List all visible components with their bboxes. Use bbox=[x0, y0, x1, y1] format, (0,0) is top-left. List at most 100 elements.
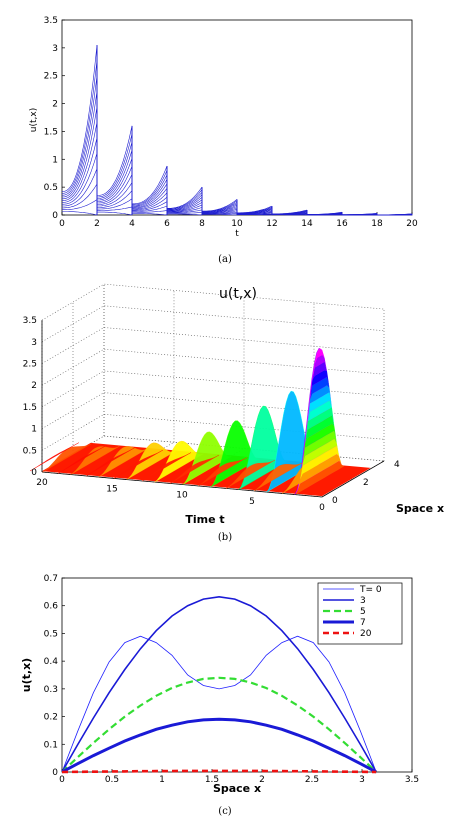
x-tick-label: 6 bbox=[164, 219, 170, 229]
x-tick-label: 12 bbox=[266, 219, 277, 229]
response-curve bbox=[61, 45, 98, 192]
response-curve bbox=[167, 204, 203, 213]
grid-line bbox=[41, 305, 385, 343]
panel-c-y-ticks: 0 0.1 0.2 0.3 0.4 0.5 0.6 0.7 bbox=[44, 574, 65, 778]
legend-label: 7 bbox=[360, 618, 366, 628]
response-curve bbox=[237, 205, 273, 214]
y-tick-label: 0.1 bbox=[44, 740, 58, 750]
surface-slice bbox=[113, 449, 164, 479]
response-curve bbox=[97, 206, 133, 211]
x-tick-label: 0 bbox=[59, 775, 65, 785]
series-line bbox=[61, 595, 377, 773]
response-curve bbox=[132, 179, 168, 207]
response-curve bbox=[62, 199, 98, 210]
response-curve bbox=[167, 197, 203, 211]
y-tick-label: 0.5 bbox=[44, 629, 58, 639]
surface-band bbox=[295, 438, 345, 495]
z-tick-label: 2 bbox=[31, 381, 37, 391]
legend-label: T= 0 bbox=[359, 585, 382, 595]
panel-b-time-ticks: 20 15 10 5 0 bbox=[36, 478, 325, 513]
panel-b-surface bbox=[29, 347, 345, 495]
response-curve bbox=[131, 165, 168, 205]
response-curve bbox=[61, 60, 98, 194]
panel-a-curves bbox=[61, 45, 413, 216]
y-tick-label: 0.4 bbox=[44, 657, 59, 667]
response-curve bbox=[342, 213, 378, 215]
panel-c-x-ticks: 0 0.5 1 1.5 2 2.5 3 3.5 bbox=[59, 769, 419, 785]
response-curve bbox=[61, 168, 98, 207]
response-curve bbox=[61, 153, 98, 205]
response-curve bbox=[97, 182, 133, 207]
x-tick-label: 14 bbox=[301, 219, 313, 229]
panel-a-ylabel: u(t,x) bbox=[29, 108, 39, 132]
y-tick-label: 0.2 bbox=[44, 713, 58, 723]
x-tick-label: 3 bbox=[359, 775, 365, 785]
panel-b-space-ticks: 0 2 4 bbox=[332, 460, 400, 506]
x-tick-label: 20 bbox=[406, 219, 418, 229]
surface-slice bbox=[141, 452, 192, 482]
panel-a-xlabel: t bbox=[235, 229, 239, 239]
panel-b-xlabel: Time t bbox=[185, 513, 224, 526]
panel-a-y-ticks: 0 0.5 1 1.5 2 2.5 3 3.5 bbox=[44, 16, 65, 221]
response-curve bbox=[97, 150, 133, 201]
surface-band bbox=[295, 460, 345, 495]
legend-label: 3 bbox=[360, 596, 366, 606]
response-curve bbox=[167, 189, 203, 210]
y-tick-label: 3.5 bbox=[44, 16, 58, 26]
response-curve bbox=[167, 209, 203, 214]
z-tick-label: 0.5 bbox=[23, 446, 37, 456]
y-tick-label: 2 bbox=[52, 100, 58, 110]
z-tick-label: 3 bbox=[31, 338, 37, 348]
response-curve bbox=[132, 170, 168, 205]
panel-b-ylabel: Space x bbox=[396, 502, 444, 515]
surface-band bbox=[295, 407, 345, 495]
response-curve bbox=[62, 211, 98, 216]
z-tick-label: 3.5 bbox=[23, 316, 37, 326]
response-curve bbox=[167, 199, 203, 212]
response-curve bbox=[132, 201, 168, 211]
response-curve bbox=[62, 137, 98, 203]
response-curve bbox=[97, 166, 133, 204]
y-tick-label: 0.3 bbox=[44, 685, 58, 695]
z-tick-label: 1 bbox=[31, 425, 37, 435]
surface-band bbox=[295, 445, 345, 495]
response-curve bbox=[97, 198, 133, 210]
response-curve bbox=[62, 122, 98, 201]
space-tick-label: 4 bbox=[394, 460, 400, 470]
y-tick-label: 0.7 bbox=[44, 574, 58, 584]
response-curve bbox=[167, 202, 203, 212]
response-curve bbox=[132, 205, 168, 212]
response-curve bbox=[97, 211, 133, 216]
y-tick-label: 3 bbox=[52, 44, 58, 54]
surface-slice bbox=[169, 454, 220, 484]
response-curve bbox=[132, 192, 168, 210]
y-tick-label: 1.5 bbox=[44, 127, 58, 137]
legend-label: 20 bbox=[360, 629, 372, 639]
x-tick-label: 1.5 bbox=[205, 775, 219, 785]
y-tick-label: 0 bbox=[52, 768, 58, 778]
panel-a-caption: (a) bbox=[218, 254, 232, 265]
response-curve bbox=[97, 125, 133, 196]
x-tick-label: 2 bbox=[259, 775, 265, 785]
series-line bbox=[61, 676, 377, 773]
response-curve bbox=[132, 213, 168, 216]
series-line bbox=[61, 635, 377, 773]
response-curve bbox=[167, 213, 203, 216]
response-curve bbox=[167, 212, 203, 214]
response-curve bbox=[167, 192, 203, 210]
surface-slice bbox=[197, 457, 248, 487]
time-axis bbox=[41, 471, 323, 498]
response-curve bbox=[377, 213, 413, 216]
response-curve bbox=[307, 211, 343, 215]
z-tick-label: 0 bbox=[31, 468, 37, 478]
time-tick-label: 10 bbox=[176, 491, 188, 501]
response-curve bbox=[97, 174, 133, 205]
time-tick-label: 0 bbox=[319, 503, 325, 513]
panel-b-title: u(t,x) bbox=[219, 286, 257, 302]
surface-band bbox=[295, 423, 345, 495]
response-curve bbox=[97, 158, 133, 202]
grid-line bbox=[41, 283, 385, 321]
x-tick-label: 16 bbox=[336, 219, 348, 229]
